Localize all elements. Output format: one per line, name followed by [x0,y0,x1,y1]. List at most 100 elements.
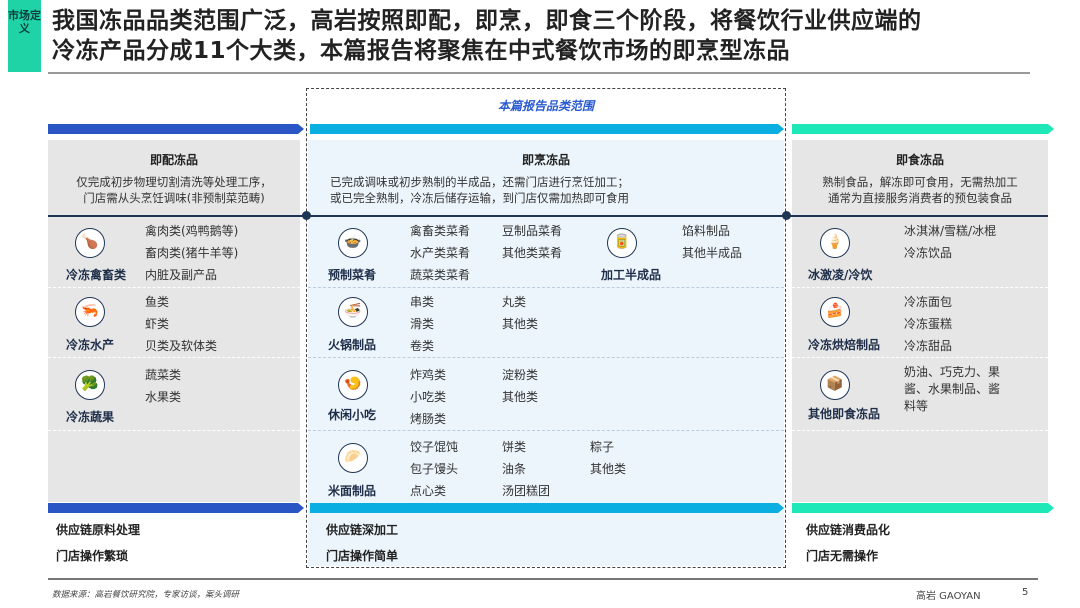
list-item: 饺子馄饨 [410,440,459,454]
list-item: 卷类 [410,339,435,353]
desc-line: 或已完全熟制，冷冻后储存运输，到门店仅需加热即可食用 [330,191,629,205]
list-item: 内脏及副产品 [145,268,218,282]
column-ready-to-cook [308,140,784,566]
stage-arrows-top [48,124,1054,134]
list-item: 鱼类 [145,295,170,309]
timeline-line [48,215,1048,217]
store-operation-label: 门店操作繁琐 [56,549,129,563]
category-label: 冷冻蔬果 [66,410,115,424]
package-icon: 📦 [820,370,850,400]
report-scope-label: 本篇报告品类范围 [497,99,594,113]
list-item: 冷冻面包 [904,295,953,309]
list-item: 馅料制品 [682,224,731,238]
report-scope-box [306,88,786,568]
category-label: 米面制品 [328,484,377,498]
arrow-ready-to-prepare [48,503,304,513]
category-label: 火锅制品 [328,338,377,352]
list-item: 畜肉类(猪牛羊等) [145,246,239,260]
list-item: 冷冻甜品 [904,339,953,353]
list-item: 水产类菜肴 [410,246,471,260]
store-operation-label: 门店无需操作 [806,549,879,563]
category-label: 冷冻水产 [66,338,115,352]
list-item: 包子馒头 [410,462,459,476]
store-operation-label: 门店操作简单 [326,549,399,563]
list-item: 料等 [904,399,929,413]
supply-chain-label: 供应链深加工 [326,523,399,537]
category-label: 预制菜肴 [328,268,377,282]
list-item: 蔬菜类 [145,368,182,382]
column-header: 即配冻品 [149,153,198,167]
shrimp-icon: 🦐 [75,297,105,327]
desc-line: 熟制食品，解冻即可食用，无需热加工 [822,175,1018,189]
column-description: 已完成调味或初步熟制的半成品，还需门店进行烹饪加工； 或已完全熟制，冷冻后储存运输… [308,174,784,206]
desc-line: 门店需从头烹饪调味(非预制菜范畴) [83,191,265,205]
list-item: 饼类 [502,440,527,454]
list-item: 其他半成品 [682,246,743,260]
list-item: 蔬菜类菜肴 [410,268,471,282]
list-item: 酱、水果制品、酱 [904,382,1001,396]
desc-line: 仅完成初步物理切割清洗等处理工序， [76,175,272,189]
list-item: 冷冻蛋糕 [904,317,953,331]
supply-chain-label: 供应链消费品化 [806,523,891,537]
dumpling-icon: 🥟 [338,443,368,473]
list-item: 炸鸡类 [410,368,447,382]
category-label: 其他即食冻品 [808,407,881,421]
category-label: 冷冻烘焙制品 [808,338,881,352]
list-item: 冰淇淋/雪糕/冰棍 [904,224,997,238]
list-item: 虾类 [145,317,170,331]
list-item: 淀粉类 [502,368,539,382]
category-label: 冷冻禽畜类 [66,268,127,282]
list-item: 串类 [410,295,435,309]
column-header: 即食冻品 [895,153,944,167]
arrow-ready-to-prepare [48,124,304,134]
timeline-dot [782,211,791,220]
list-item: 其他类 [502,390,539,404]
list-item: 水果类 [145,390,182,404]
column-description: 熟制食品，解冻即可食用，无需热加工 通常为直接服务消费者的预包装食品 [792,174,1048,206]
list-item: 禽肉类(鸡鸭鹅等) [145,224,239,238]
processed-icon: 🥫 [607,228,637,258]
arrow-ready-to-cook [310,124,784,134]
category-label: 冰激凌/冷饮 [808,268,873,282]
cake-icon: 🍰 [820,297,850,327]
list-item: 禽畜类菜肴 [410,224,471,238]
title-line-1: 我国冻品品类范围广泛，高岩按照即配，即烹，即食三个阶段，将餐饮行业供应端的 [52,8,922,34]
list-item: 点心类 [410,484,447,498]
ice-cream-icon: 🍦 [820,228,850,258]
title-line-2: 冷冻产品分成11个大类，本篇报告将聚焦在中式餐饮市场的即烹型冻品 [52,38,791,64]
page-title: 我国冻品品类范围广泛，高岩按照即配，即烹，即食三个阶段，将餐饮行业供应端的 冷冻… [52,6,922,66]
category-label: 加工半成品 [601,268,662,282]
list-item: 丸类 [502,295,527,309]
snack-icon: 🍤 [338,370,368,400]
list-item: 贝类及软体类 [145,339,218,353]
footer-divider [48,578,1038,580]
desc-line: 已完成调味或初步熟制的半成品，还需门店进行烹饪加工； [330,175,629,189]
vegetable-icon: 🥦 [75,370,105,400]
list-item: 滑类 [410,317,435,331]
list-item: 其他类菜肴 [502,246,563,260]
list-item: 冷冻饮品 [904,246,953,260]
list-item: 奶油、巧克力、果 [904,365,1001,379]
stage-arrows-bottom [48,503,1054,513]
data-source: 数据来源：高岩餐饮研究院，专家访谈，案头调研 [52,590,240,600]
dish-icon: 🍲 [338,228,368,258]
list-item: 豆制品菜肴 [502,224,563,238]
list-item: 其他类 [590,462,627,476]
list-item: 汤团糕团 [502,484,551,498]
list-item: 粽子 [590,440,615,454]
desc-line: 通常为直接服务消费者的预包装食品 [828,191,1012,205]
category-label: 休闲小吃 [328,408,377,422]
arrow-ready-to-eat [792,503,1054,513]
timeline-dot [302,211,311,220]
list-item: 烤肠类 [410,412,447,426]
title-divider [48,72,1030,74]
list-item: 其他类 [502,317,539,331]
list-item: 油条 [502,462,527,476]
brand-label: 高岩 GAOYAN [916,591,981,602]
page-number: 5 [1022,587,1029,598]
arrow-ready-to-cook [310,503,784,513]
poultry-icon: 🍗 [75,228,105,258]
arrow-ready-to-eat [792,124,1054,134]
hotpot-icon: 🍜 [338,297,368,327]
section-tag: 市场定义 [8,0,41,72]
